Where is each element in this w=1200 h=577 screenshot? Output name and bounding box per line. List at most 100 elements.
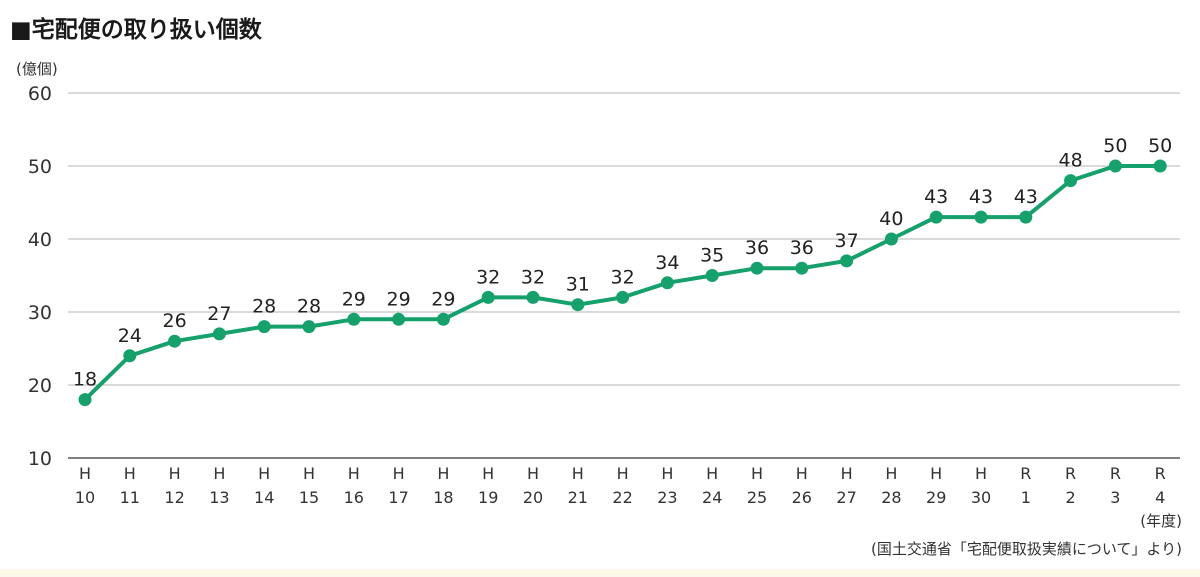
source-note: (国土交通省「宅配便取扱実績について」より) bbox=[871, 540, 1182, 558]
x-tick-label: 2 bbox=[1066, 488, 1076, 507]
data-point bbox=[884, 232, 898, 246]
data-point bbox=[750, 261, 764, 275]
x-tick-label: H bbox=[661, 464, 673, 483]
data-label: 48 bbox=[1059, 150, 1083, 172]
x-tick-label: 13 bbox=[209, 488, 229, 507]
y-tick-label: 30 bbox=[28, 302, 52, 324]
data-point bbox=[616, 290, 630, 304]
x-tick-label: 26 bbox=[792, 488, 812, 507]
data-label: 50 bbox=[1103, 135, 1127, 157]
data-label: 27 bbox=[207, 303, 231, 325]
data-point bbox=[840, 254, 854, 268]
data-point bbox=[168, 334, 182, 348]
x-tick-label: H bbox=[796, 464, 808, 483]
x-tick-label: H bbox=[437, 464, 449, 483]
x-tick-label: H bbox=[124, 464, 136, 483]
x-tick-label: 27 bbox=[836, 488, 856, 507]
data-label: 32 bbox=[521, 266, 545, 288]
y-tick-label: 60 bbox=[28, 83, 52, 105]
x-tick-label: H bbox=[258, 464, 270, 483]
data-point bbox=[929, 210, 943, 224]
data-label: 43 bbox=[1014, 186, 1038, 208]
bottom-strip bbox=[0, 569, 1200, 577]
data-label: 28 bbox=[252, 296, 276, 318]
data-point bbox=[392, 312, 406, 326]
x-tick-label: H bbox=[841, 464, 853, 483]
y-tick-label: 40 bbox=[28, 229, 52, 251]
x-tick-label: H bbox=[393, 464, 405, 483]
data-label: 18 bbox=[73, 369, 97, 391]
data-point bbox=[660, 276, 674, 290]
data-point bbox=[705, 269, 719, 282]
y-tick-label: 50 bbox=[28, 156, 52, 178]
y-tick-label: 10 bbox=[28, 448, 52, 470]
data-point bbox=[1153, 159, 1167, 173]
data-point bbox=[347, 312, 361, 326]
x-tick-label: H bbox=[79, 464, 91, 483]
x-tick-label: H bbox=[303, 464, 315, 483]
data-label: 37 bbox=[835, 230, 859, 252]
data-point bbox=[481, 290, 495, 304]
x-tick-label: 28 bbox=[881, 488, 901, 507]
data-label: 50 bbox=[1148, 135, 1172, 157]
data-point bbox=[436, 312, 450, 326]
x-tick-label: R bbox=[1110, 464, 1121, 483]
x-tick-label: H bbox=[348, 464, 360, 483]
x-tick-label: H bbox=[751, 464, 763, 483]
x-tick-label: 11 bbox=[120, 488, 140, 507]
x-tick-label: 21 bbox=[568, 488, 588, 507]
data-point bbox=[1108, 159, 1122, 173]
x-tick-label: H bbox=[527, 464, 539, 483]
x-tick-label: 19 bbox=[478, 488, 498, 507]
x-tick-label: 23 bbox=[657, 488, 677, 507]
x-tick-label: H bbox=[885, 464, 897, 483]
x-tick-label: H bbox=[930, 464, 942, 483]
data-label: 28 bbox=[297, 296, 321, 318]
data-point bbox=[302, 320, 316, 334]
data-label: 36 bbox=[790, 237, 814, 259]
x-tick-label: H bbox=[482, 464, 494, 483]
y-tick-label: 20 bbox=[28, 375, 52, 397]
data-label: 40 bbox=[879, 208, 903, 230]
data-point bbox=[974, 210, 988, 224]
data-point bbox=[257, 320, 271, 334]
x-tick-label: 29 bbox=[926, 488, 946, 507]
data-label: 35 bbox=[700, 245, 724, 267]
data-label: 29 bbox=[342, 288, 366, 310]
x-tick-label: 25 bbox=[747, 488, 767, 507]
data-label: 36 bbox=[745, 237, 769, 259]
x-tick-label: 18 bbox=[433, 488, 453, 507]
data-point bbox=[526, 290, 540, 304]
x-tick-label: H bbox=[169, 464, 181, 483]
data-label: 29 bbox=[431, 288, 455, 310]
data-point bbox=[795, 261, 809, 275]
data-point bbox=[78, 393, 92, 407]
data-label: 43 bbox=[969, 186, 993, 208]
data-label: 34 bbox=[655, 252, 679, 274]
x-tick-label: H bbox=[572, 464, 584, 483]
x-tick-label: H bbox=[706, 464, 718, 483]
x-tick-label: 20 bbox=[523, 488, 543, 507]
x-tick-label: 22 bbox=[612, 488, 632, 507]
x-tick-label: 1 bbox=[1021, 488, 1031, 507]
x-tick-label: H bbox=[975, 464, 987, 483]
data-label: 32 bbox=[476, 266, 500, 288]
x-tick-label: 17 bbox=[388, 488, 408, 507]
x-tick-label: 14 bbox=[254, 488, 274, 507]
x-tick-label: 16 bbox=[344, 488, 364, 507]
data-label: 31 bbox=[566, 274, 590, 296]
x-tick-label: 24 bbox=[702, 488, 722, 507]
x-axis-unit-label: (年度) bbox=[1140, 512, 1182, 530]
data-point bbox=[212, 327, 226, 341]
data-label: 29 bbox=[387, 288, 411, 310]
data-point bbox=[571, 298, 585, 312]
x-tick-label: 10 bbox=[75, 488, 95, 507]
data-point bbox=[123, 349, 137, 363]
x-tick-label: R bbox=[1155, 464, 1166, 483]
data-label: 24 bbox=[118, 325, 142, 347]
data-label: 26 bbox=[163, 310, 187, 332]
x-tick-label: 12 bbox=[164, 488, 184, 507]
x-tick-label: R bbox=[1020, 464, 1031, 483]
y-axis-unit-label: (億個) bbox=[16, 60, 58, 78]
